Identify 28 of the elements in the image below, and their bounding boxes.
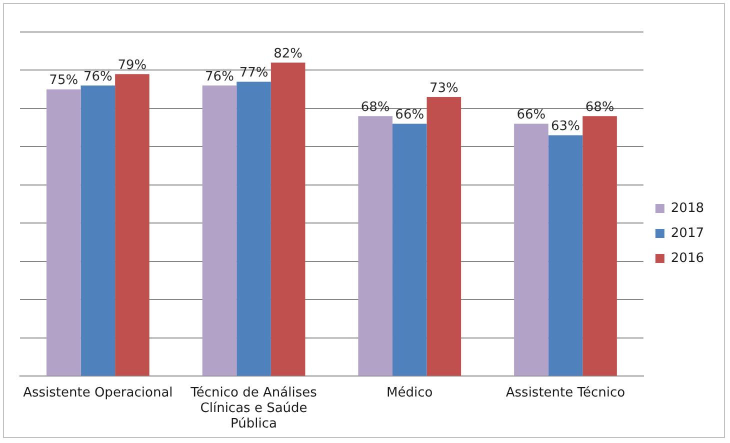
bar [426,97,462,376]
bar [270,62,306,376]
data-label: 76% [205,69,234,84]
bar [514,124,548,376]
bar [548,135,583,376]
bar [358,116,392,376]
data-label: 76% [83,69,112,84]
data-label: 75% [49,73,78,88]
bar [202,86,237,376]
data-label: 82% [274,46,303,62]
legend-label: 2016 [670,250,704,266]
legend-label: 2017 [670,226,704,241]
data-label: 66% [395,108,424,123]
bar [80,86,116,376]
legend-label: 2018 [670,200,704,216]
bar [392,124,427,376]
bar [236,82,271,376]
x-tick-label: Assistente Técnico [506,385,626,400]
bar [46,89,81,376]
data-label: 66% [516,108,546,123]
x-tick-label: Técnico de Análises Clínicas e Saúde Pública [190,385,318,432]
bar [582,116,617,376]
data-label: 63% [551,119,580,134]
bar [115,74,150,376]
data-label: 79% [118,58,147,73]
x-tick-label: Assistente Operacional [23,385,173,400]
data-label: 73% [429,80,458,96]
x-tick-label: Médico [386,385,433,400]
